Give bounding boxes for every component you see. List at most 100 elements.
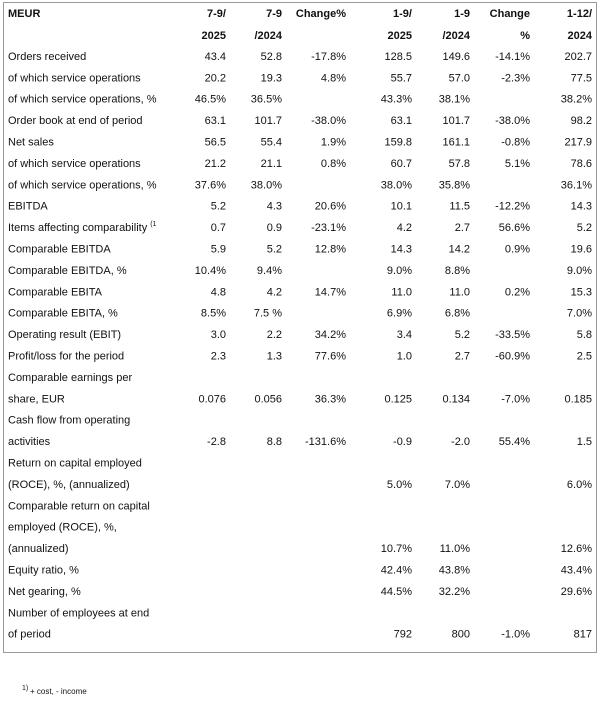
value-cell: 55.4 <box>261 137 282 149</box>
value-cell: 161.1 <box>442 137 470 149</box>
value-cell: 37.6% <box>195 179 226 191</box>
value-cell: 101.7 <box>254 115 282 127</box>
value-cell: 38.0% <box>251 179 282 191</box>
row-label: Order book at end of period <box>8 115 143 127</box>
header-cell: /2024 <box>254 30 282 42</box>
row-label: EBITDA <box>8 201 48 213</box>
value-cell: 19.6 <box>571 244 592 256</box>
row-label: Profit/loss for the period <box>8 351 124 363</box>
row-label: of which service operations <box>8 158 141 170</box>
value-cell: 4.3 <box>267 201 282 213</box>
footnote-text: + cost, - income <box>30 687 87 696</box>
row-label: Comparable EBITA <box>8 286 103 298</box>
value-cell: 11.0% <box>440 543 471 555</box>
value-cell: 2.2 <box>267 329 282 341</box>
value-cell: 2.3 <box>211 351 226 363</box>
row-label: Comparable earnings per <box>8 372 132 384</box>
value-cell: 36.5% <box>251 94 282 106</box>
table-border <box>3 2 597 653</box>
value-cell: 5.2 <box>577 222 592 234</box>
value-cell: 7.0% <box>445 479 470 491</box>
value-cell: 46.5% <box>195 94 226 106</box>
value-cell: 7.0% <box>567 308 592 320</box>
value-cell: 0.125 <box>384 393 412 405</box>
value-cell: 20.6% <box>315 201 346 213</box>
header-cell: Change% <box>296 8 346 20</box>
value-cell: 10.4% <box>195 265 226 277</box>
value-cell: 0.056 <box>254 393 282 405</box>
value-cell: 159.8 <box>384 137 412 149</box>
value-cell: 2.7 <box>455 222 470 234</box>
value-cell: 3.4 <box>397 329 412 341</box>
value-cell: -14.1% <box>495 51 530 63</box>
row-label: Items affecting comparability <box>8 222 148 234</box>
value-cell: 36.1% <box>561 179 592 191</box>
value-cell: 10.7% <box>381 543 412 555</box>
row-label: Comparable EBITDA, % <box>8 265 127 277</box>
value-cell: 77.6% <box>315 351 346 363</box>
row-label: Number of employees at end <box>8 607 149 619</box>
header-cell: 7-9/ <box>207 8 226 20</box>
row-label: activities <box>8 436 51 448</box>
value-cell: 9.4% <box>257 265 282 277</box>
value-cell: -12.2% <box>495 201 530 213</box>
value-cell: 12.8% <box>315 244 346 256</box>
value-cell: 5.2 <box>211 201 226 213</box>
value-cell: 9.0% <box>387 265 412 277</box>
value-cell: 8.5% <box>201 308 226 320</box>
value-cell: 63.1 <box>391 115 412 127</box>
header-cell: 1-9/ <box>393 8 412 20</box>
value-cell: -0.9 <box>393 436 412 448</box>
value-cell: 57.8 <box>449 158 470 170</box>
value-cell: -38.0% <box>495 115 530 127</box>
row-label: (ROCE), %, (annualized) <box>8 479 130 491</box>
value-cell: 78.6 <box>571 158 592 170</box>
value-cell: 1.0 <box>397 351 412 363</box>
value-cell: 0.2% <box>505 286 530 298</box>
header-cell: 2025 <box>388 30 412 42</box>
row-label: Return on capital employed <box>8 458 142 470</box>
value-cell: 0.9 <box>267 222 282 234</box>
value-cell: -1.0% <box>501 629 530 641</box>
header-cell: 2025 <box>202 30 226 42</box>
value-cell: -2.8 <box>207 436 226 448</box>
value-cell: 5.9 <box>211 244 226 256</box>
value-cell: 43.3% <box>381 94 412 106</box>
value-cell: 8.8% <box>445 265 470 277</box>
value-cell: 4.2 <box>267 286 282 298</box>
value-cell: -17.8% <box>311 51 346 63</box>
value-cell: 10.1 <box>391 201 412 213</box>
value-cell: 7.5 % <box>254 308 282 320</box>
value-cell: 21.1 <box>261 158 282 170</box>
value-cell: -2.3% <box>501 72 530 84</box>
value-cell: 11.5 <box>449 201 470 213</box>
value-cell: 149.6 <box>442 51 470 63</box>
row-label: of period <box>8 629 51 641</box>
value-cell: 14.2 <box>449 244 470 256</box>
value-cell: 63.1 <box>205 115 226 127</box>
value-cell: 32.2% <box>439 586 470 598</box>
value-cell: 19.3 <box>261 72 282 84</box>
value-cell: 4.2 <box>397 222 412 234</box>
value-cell: 5.2 <box>267 244 282 256</box>
value-cell: 0.185 <box>564 393 592 405</box>
value-cell: 817 <box>574 629 592 641</box>
value-cell: 2.7 <box>455 351 470 363</box>
value-cell: 42.4% <box>381 565 412 577</box>
value-cell: 792 <box>394 629 412 641</box>
value-cell: 38.1% <box>439 94 470 106</box>
value-cell: 38.2% <box>561 94 592 106</box>
value-cell: 6.8% <box>445 308 470 320</box>
row-label: Comparable return on capital <box>8 500 150 512</box>
value-cell: 36.3% <box>315 393 346 405</box>
row-label: of which service operations, % <box>8 94 157 106</box>
row-label: of which service operations <box>8 72 141 84</box>
row-label: Orders received <box>8 51 86 63</box>
row-label: Cash flow from operating <box>8 415 130 427</box>
row-label: of which service operations, % <box>8 179 157 191</box>
footnote-mark: 1) <box>22 685 28 692</box>
value-cell: 21.2 <box>205 158 226 170</box>
header-cell: 1-12/ <box>567 8 592 20</box>
value-cell: 57.0 <box>449 72 470 84</box>
value-cell: 44.5% <box>381 586 412 598</box>
